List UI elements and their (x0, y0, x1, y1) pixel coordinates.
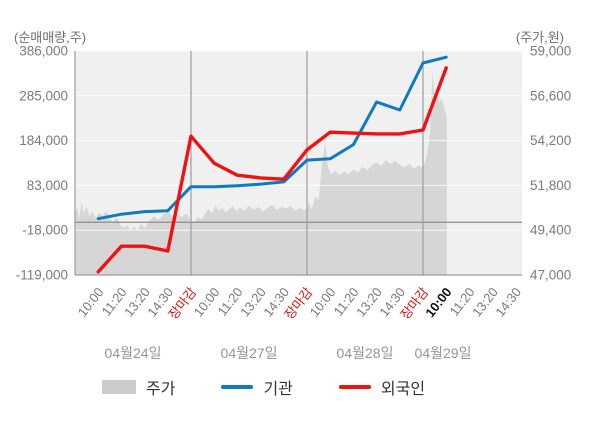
chart-legend: 주가 기관 외국인 (0, 372, 600, 402)
price-legend-label: 주가 (146, 381, 176, 398)
price-area-series (75, 69, 447, 275)
time-tick-label: 10:00 (191, 285, 223, 320)
price-axis-tick-label: 54,200 (530, 133, 571, 148)
price-axis-tick-label: 49,400 (530, 223, 571, 238)
price-axis-tick-label: 59,000 (530, 44, 571, 59)
legend-item-institutions: 기관 (221, 375, 293, 399)
legend-item-price: 주가 (102, 375, 175, 399)
price-axis-tick-label: 51,800 (530, 178, 571, 193)
date-label: 04월27일 (221, 345, 278, 361)
volume-axis-tick-label: 184,000 (19, 133, 68, 148)
legend-item-foreigners: 외국인 (338, 375, 426, 399)
chart-canvas: 386,000 285,000 184,000 83,000 -18,000 -119,0… (16, 44, 572, 362)
volume-axis-tick-label: -119,000 (16, 268, 68, 283)
institutions-legend-label: 기관 (263, 381, 293, 398)
time-tick-label: 14:30 (492, 285, 524, 320)
volume-axis-tick-label: 83,000 (27, 178, 68, 193)
volume-axis-unit-label: (순매매량,주) (14, 30, 87, 45)
price-axis-tick-label: 56,600 (530, 88, 571, 103)
date-label: 04월28일 (337, 345, 394, 361)
volume-axis-tick-label: 386,000 (19, 44, 68, 59)
foreigners-line-swatch (338, 385, 371, 389)
time-tick-label: 10:00 (75, 285, 107, 320)
date-label: 04월29일 (415, 345, 472, 361)
volume-axis-tick-label: -18,000 (22, 223, 68, 238)
institutions-line-series (96, 55, 448, 221)
date-label: 04월24일 (105, 345, 162, 361)
price-axis-tick-label: 47,000 (530, 268, 571, 283)
institutions-line-swatch (221, 385, 254, 389)
price-axis-unit-label: (주가,원) (515, 30, 564, 45)
foreigners-legend-label: 외국인 (380, 381, 426, 398)
time-tick-label: 10:00 (307, 285, 339, 320)
volume-axis-tick-label: 285,000 (19, 88, 68, 103)
time-tick-label: 10:00 (422, 285, 454, 320)
price-area-swatch (102, 380, 136, 394)
foreigners-line-series (96, 66, 448, 274)
